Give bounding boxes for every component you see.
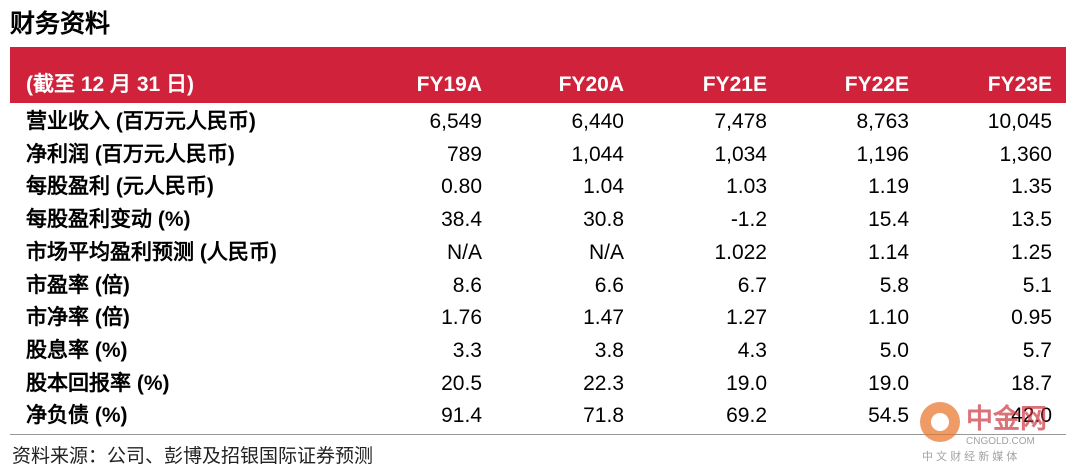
cell-value: 18.7 <box>1011 371 1052 395</box>
cell-value: 7,478 <box>714 110 767 133</box>
row-label: 市净率 (倍) <box>26 306 130 330</box>
cell-value: 19.0 <box>726 371 767 395</box>
cell-value: 1.04 <box>583 175 624 199</box>
row-label: 市场平均盈利预测 (人民币) <box>26 240 277 264</box>
cell-value: 0.95 <box>1011 306 1052 330</box>
cell-value: 1.03 <box>726 175 767 199</box>
cell-value: 1.19 <box>868 175 909 199</box>
row-label: 股息率 (%) <box>26 338 128 362</box>
column-header: FY23E <box>987 73 1052 96</box>
cell-value: 6.7 <box>737 273 767 297</box>
cell-value: 10,045 <box>987 110 1052 133</box>
cell-value: 1.76 <box>441 306 482 330</box>
cell-value: 20.5 <box>441 371 482 395</box>
cell-value: 1.25 <box>1011 240 1052 264</box>
cell-value: 13.5 <box>1011 208 1052 232</box>
cell-value: 19.0 <box>868 371 909 395</box>
cell-value: 6,549 <box>429 110 482 133</box>
column-header: FY21E <box>702 73 767 96</box>
cell-value: 5.7 <box>1022 338 1052 362</box>
column-header: FY20A <box>558 73 624 96</box>
cell-value: 5.1 <box>1022 273 1052 297</box>
header-band <box>10 47 1066 103</box>
cell-value: 1,360 <box>999 142 1052 166</box>
title: 财务资料 <box>10 9 111 38</box>
cell-value: 1,196 <box>856 142 909 166</box>
cell-value: 5.8 <box>879 273 909 297</box>
cell-value: 1,044 <box>571 142 624 166</box>
cell-value: 8.6 <box>452 273 482 297</box>
cell-value: 42.0 <box>1011 404 1052 428</box>
cell-value: 8,763 <box>856 110 909 133</box>
cell-value: 0.80 <box>441 175 482 199</box>
cell-value: 22.3 <box>583 371 624 395</box>
watermark: 中金网 CNGOLD.COM 中 文 财 经 新 媒 体 <box>918 396 1068 466</box>
cell-value: 1.022 <box>714 240 767 264</box>
cell-value: 30.8 <box>583 208 624 232</box>
watermark-name: 中金网 <box>966 403 1047 434</box>
cell-value: 4.3 <box>737 338 767 362</box>
row-label: 净负债 (%) <box>26 404 128 428</box>
row-label: 市盈率 (倍) <box>26 273 130 297</box>
cell-value: 71.8 <box>583 404 624 428</box>
watermark-logo: 中金网 CNGOLD.COM 中 文 财 经 新 媒 体 <box>920 402 1047 463</box>
watermark-domain: CNGOLD.COM <box>966 436 1035 447</box>
row-label: 营业收入 (百万元人民币) <box>26 110 256 133</box>
cell-value: 1.35 <box>1011 175 1052 199</box>
cell-value: -1.2 <box>730 208 767 232</box>
cell-value: 54.5 <box>868 404 909 428</box>
cell-value: 1.14 <box>868 240 909 264</box>
source: 资料来源：公司、彭博及招银国际证券预测 <box>12 446 374 467</box>
row-label: 每股盈利 (元人民币) <box>26 175 214 199</box>
row-label: 每股盈利变动 (%) <box>26 208 191 232</box>
cell-value: 3.8 <box>594 338 624 362</box>
cell-value: 69.2 <box>726 404 767 428</box>
watermark-tagline: 中 文 财 经 新 媒 体 <box>922 449 1017 463</box>
row-label: 净利润 (百万元人民币) <box>26 142 235 166</box>
cell-value: 6.6 <box>594 273 624 297</box>
cell-value: 1.10 <box>868 306 909 330</box>
cell-value: 1.27 <box>726 306 767 330</box>
cell-value: 5.0 <box>879 338 909 362</box>
cell-value: 91.4 <box>441 404 482 428</box>
cell-value: 38.4 <box>441 208 482 232</box>
rule <box>10 434 1066 435</box>
column-header: FY22E <box>844 73 909 96</box>
cell-value: 6,440 <box>571 110 624 133</box>
cell-value: 1,034 <box>714 142 767 166</box>
cell-value: N/A <box>588 240 624 264</box>
cell-value: 15.4 <box>868 208 909 232</box>
cell-value: N/A <box>446 240 482 264</box>
cell-value: 1.47 <box>583 306 624 330</box>
cell-value: 789 <box>446 142 482 166</box>
cell-value: 3.3 <box>452 338 482 362</box>
column-header: FY19A <box>416 73 482 96</box>
column-header: (截至 12 月 31 日) <box>26 73 195 96</box>
row-label: 股本回报率 (%) <box>26 371 170 395</box>
